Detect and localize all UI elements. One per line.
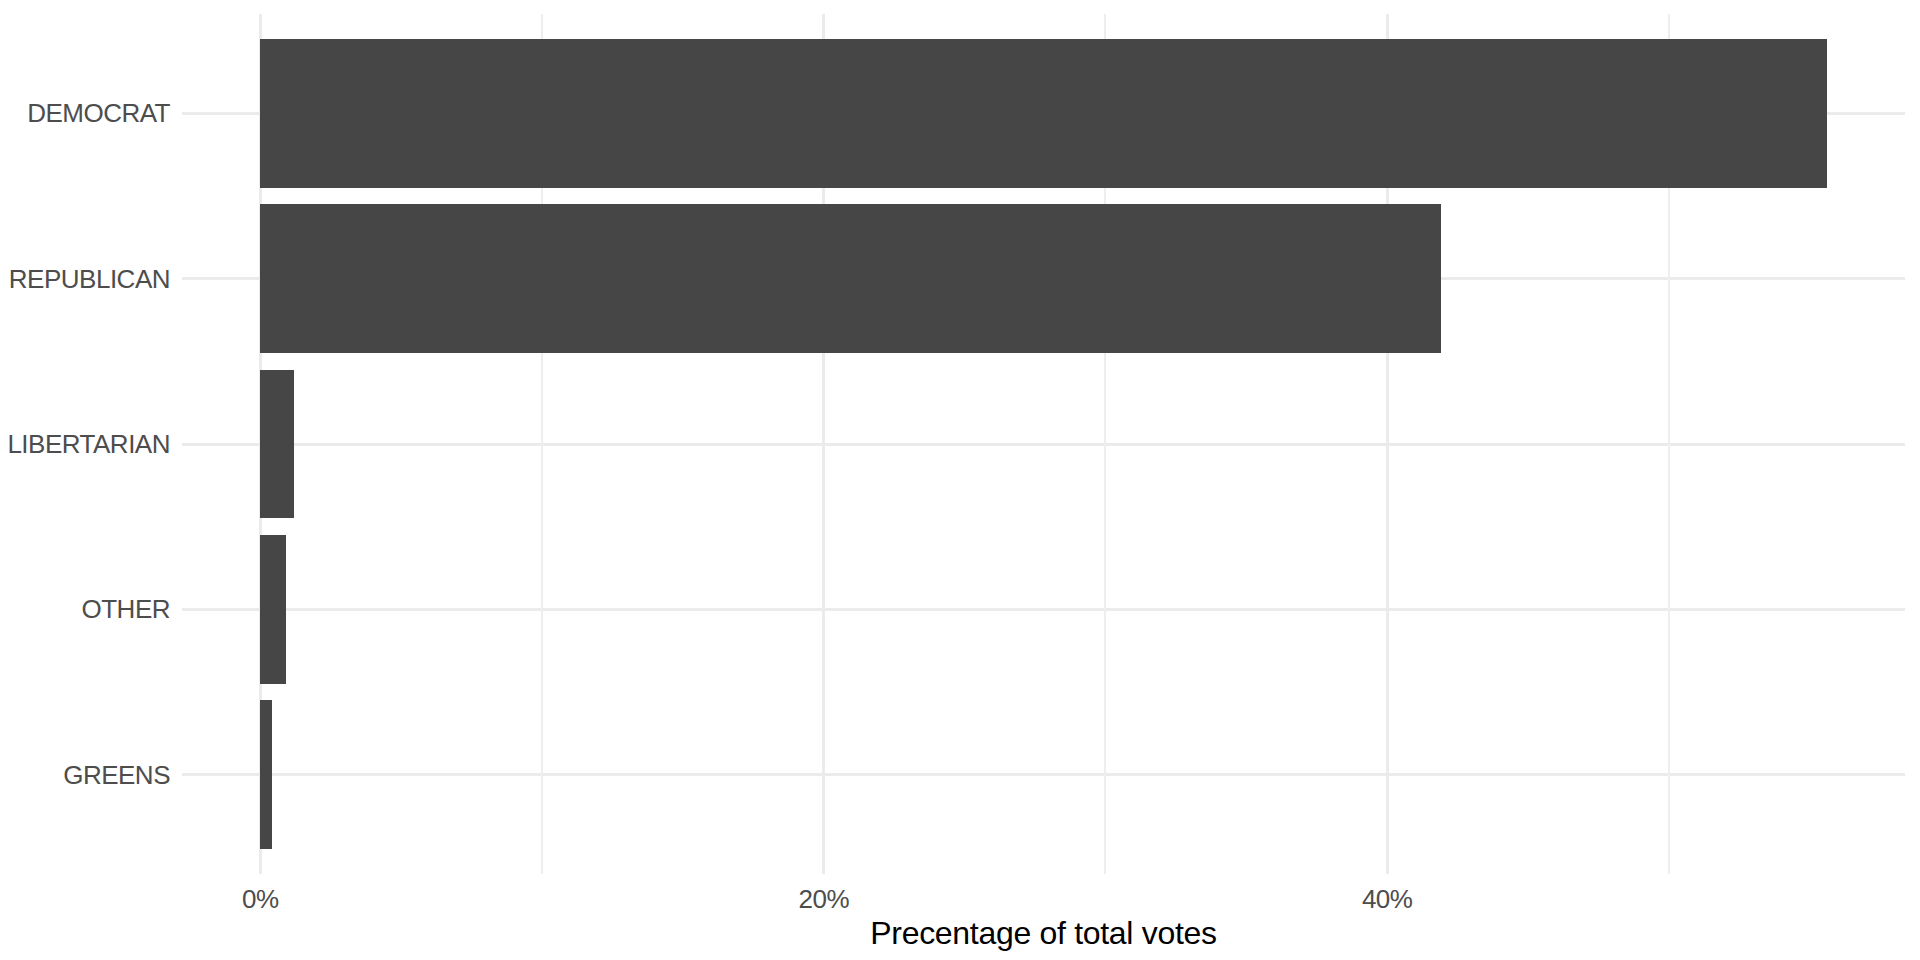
- y-axis-label-democrat: DEMOCRAT: [27, 100, 170, 126]
- bar-chart: Precentage of total votes DEMOCRAT REPUBL…: [0, 0, 1920, 960]
- x-axis-title: Precentage of total votes: [182, 916, 1905, 950]
- bar-other: [260, 535, 285, 684]
- gridline-y-other: [182, 608, 1905, 611]
- bar-democrat: [260, 39, 1826, 188]
- y-axis-label-libertarian: LIBERTARIAN: [7, 431, 170, 457]
- x-axis-tick-label-0: 0%: [242, 886, 279, 912]
- plot-panel: [182, 14, 1905, 874]
- x-axis-tick-label-20: 20%: [798, 886, 849, 912]
- x-axis-tick-label-40: 40%: [1362, 886, 1413, 912]
- gridline-y-libertarian: [182, 443, 1905, 446]
- bar-libertarian: [260, 370, 294, 519]
- bar-republican: [260, 204, 1440, 353]
- bar-greens: [260, 700, 271, 849]
- y-axis-label-republican: REPUBLICAN: [9, 266, 170, 292]
- gridline-y-greens: [182, 773, 1905, 776]
- y-axis-label-greens: GREENS: [63, 762, 170, 788]
- y-axis-label-other: OTHER: [82, 596, 171, 622]
